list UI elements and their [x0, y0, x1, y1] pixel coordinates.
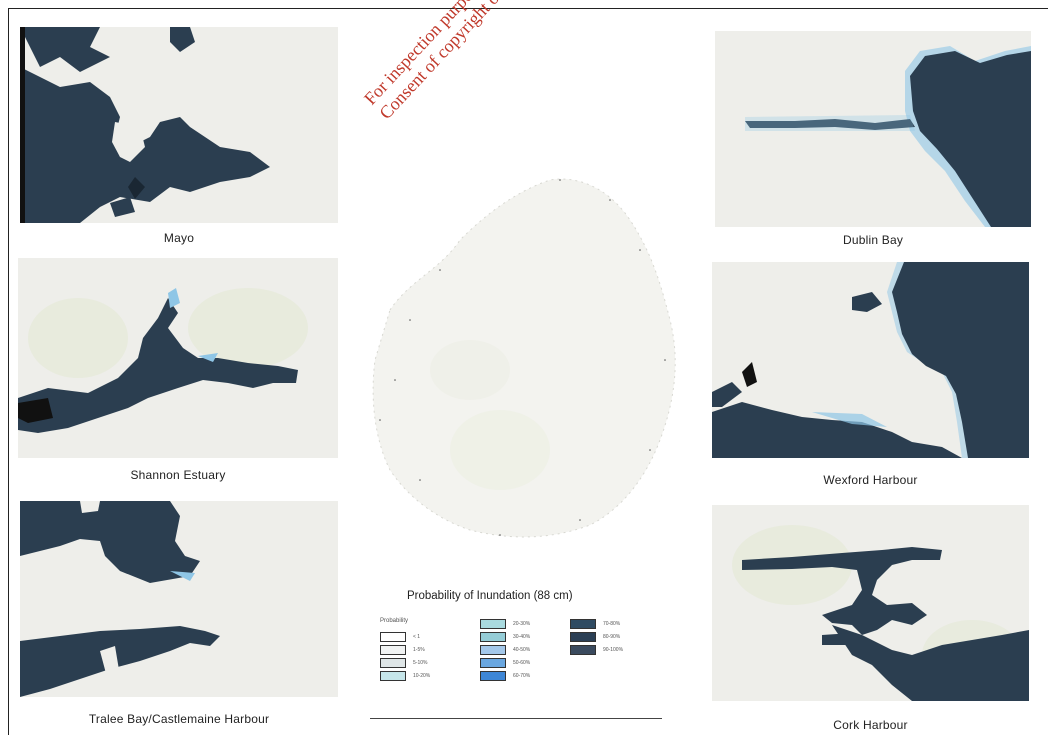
legend-entry: 20-30%: [480, 619, 530, 629]
figure-frame: [8, 8, 1048, 735]
legend-entry-label: 40-50%: [513, 647, 531, 653]
legend-swatch: [480, 658, 506, 668]
legend-entry-label: 1-5%: [413, 647, 425, 653]
legend-entry-label: 80-90%: [603, 634, 621, 640]
legend-entry-label: 90-100%: [603, 647, 624, 653]
map-panel-cork-harbour: [712, 505, 1029, 701]
ireland-overview-map: [372, 178, 676, 538]
map-panel-wexford-harbour: [712, 262, 1029, 458]
legend-swatch: [480, 632, 506, 642]
map-panel-tralee-bay: [20, 501, 338, 697]
legend-header: Probability: [380, 618, 408, 624]
legend-entry-label: 30-40%: [513, 634, 531, 640]
legend-divider: [370, 718, 662, 719]
map-panel-dublin-bay: [715, 31, 1031, 227]
ireland-coast-dots: [379, 179, 666, 536]
legend-entry: 10-20%: [380, 671, 430, 681]
legend-entry-label: 20-30%: [513, 621, 531, 627]
ireland-land-outline: [372, 178, 676, 538]
legend-entry-label: 70-80%: [603, 621, 621, 627]
legend-entry: 1-5%: [380, 645, 425, 655]
caption-mayo: Mayo: [163, 231, 195, 245]
legend-swatch: [380, 671, 406, 681]
legend-swatch: [480, 619, 506, 629]
map-panel-shannon-estuary: [18, 258, 338, 458]
ireland-inland-patch: [450, 410, 550, 490]
legend-entry: 80-90%: [570, 632, 620, 642]
legend-header-label: Probability: [380, 618, 409, 624]
legend-title: Probability of Inundation (88 cm): [407, 590, 573, 602]
legend-entry: 90-100%: [570, 645, 623, 655]
caption-wexford-harbour: Wexford Harbour: [823, 473, 918, 487]
legend-swatch: [570, 632, 596, 642]
map-panel-mayo: [20, 27, 338, 223]
legend-entry: 40-50%: [480, 645, 530, 655]
legend-entry: 30-40%: [480, 632, 530, 642]
caption-tralee-bay: Tralee Bay/Castlemaine Harbour: [88, 712, 270, 726]
legend-entry: 70-80%: [570, 619, 620, 629]
legend-entry: 60-70%: [480, 671, 530, 681]
ireland-inland-patch: [430, 340, 510, 400]
legend-entry: 50-60%: [480, 658, 530, 668]
legend-swatch: [380, 658, 406, 668]
legend-swatch: [480, 645, 506, 655]
legend-swatch: [570, 645, 596, 655]
legend-entry-label: 60-70%: [513, 673, 531, 679]
legend-swatch: [380, 632, 406, 642]
legend-entry-label: 50-60%: [513, 660, 531, 666]
legend-swatch: [480, 671, 506, 681]
legend-entry-label: 5-10%: [413, 660, 428, 666]
legend-entry-label: 10-20%: [413, 673, 431, 679]
legend-entry: 5-10%: [380, 658, 427, 668]
caption-cork-harbour: Cork Harbour: [833, 718, 908, 732]
caption-shannon-estuary: Shannon Estuary: [130, 468, 226, 482]
legend-swatch: [380, 645, 406, 655]
legend-entry: < 1: [380, 632, 420, 642]
legend-entry-label: < 1: [413, 634, 421, 640]
caption-dublin-bay: Dublin Bay: [842, 233, 904, 247]
legend-swatch: [570, 619, 596, 629]
